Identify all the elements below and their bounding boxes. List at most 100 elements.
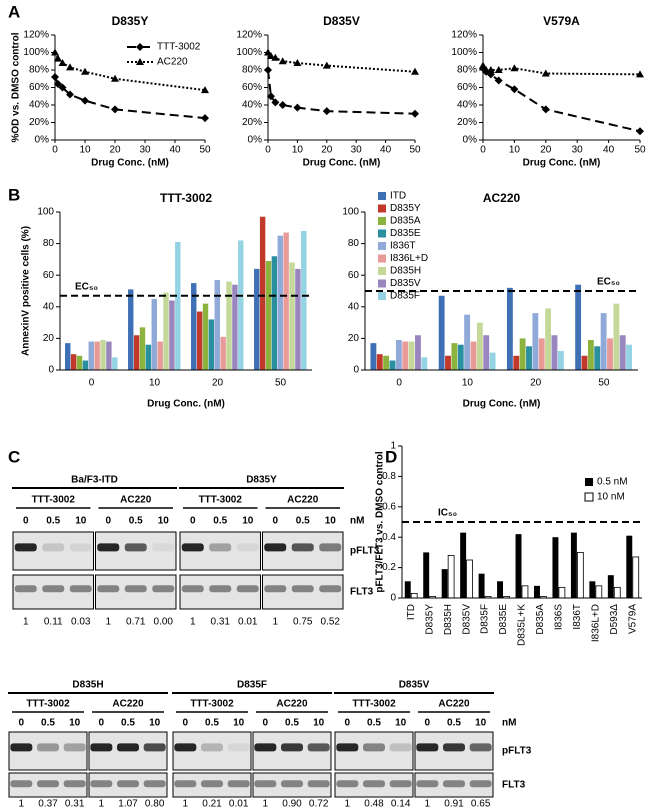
bar — [497, 581, 504, 598]
quantification: 1.07 — [118, 799, 138, 810]
legend-label: D835F — [390, 291, 420, 302]
band — [124, 543, 147, 552]
band — [336, 780, 359, 788]
band — [236, 585, 259, 593]
band — [291, 585, 314, 593]
point — [510, 64, 519, 72]
bar — [441, 569, 448, 598]
point — [322, 61, 331, 69]
bar — [238, 240, 244, 370]
legend-label: 0.5 nM — [597, 477, 628, 488]
quantification: 1 — [272, 617, 278, 628]
legend-swatch — [378, 242, 386, 250]
x-tick-label: D835E — [498, 604, 509, 635]
bar — [589, 581, 596, 598]
threshold-label: IC₅₀ — [438, 508, 457, 519]
lane-label: 0 — [345, 718, 351, 729]
series-line — [482, 67, 641, 133]
band — [254, 743, 277, 752]
x-tick-label: 30 — [572, 145, 584, 156]
band — [201, 780, 223, 788]
x-tick-label: I836T — [572, 604, 583, 630]
bar — [283, 232, 289, 370]
chart-title: D835V — [323, 14, 360, 28]
band — [90, 743, 113, 752]
lane-label: 10 — [233, 718, 245, 729]
y-axis-label: pFLT3/FLT3 vs. DMSO control — [375, 451, 386, 593]
bar — [534, 585, 540, 598]
bar — [65, 343, 71, 370]
quantification: 0.31 — [211, 617, 231, 628]
lane-label: 0.5 — [41, 718, 55, 729]
y-tick-label: 20% — [457, 117, 477, 128]
band — [124, 585, 147, 593]
point — [278, 101, 287, 109]
legend-label: ITD — [390, 191, 406, 202]
y-tick-label: 60 — [43, 270, 55, 281]
legend-swatch — [378, 204, 386, 213]
quantification: 0.11 — [44, 617, 63, 628]
y-tick-label: 0% — [463, 135, 478, 146]
band — [281, 743, 303, 752]
x-tick-label: D835Y — [424, 604, 435, 635]
drug-label: AC220 — [112, 699, 144, 710]
band — [69, 543, 92, 552]
bar — [415, 335, 421, 370]
bar — [402, 341, 409, 370]
legend-label: D835V — [390, 278, 421, 289]
band — [37, 743, 59, 752]
bar — [447, 555, 455, 599]
band — [63, 780, 86, 788]
band — [227, 780, 250, 788]
bar — [594, 346, 601, 370]
lane-label: 0 — [19, 718, 25, 729]
chart-title: V579A — [543, 14, 580, 28]
legend-marker — [136, 43, 144, 51]
x-tick-label: 10 — [509, 145, 521, 156]
x-tick-label: 50 — [199, 145, 211, 156]
x-axis-label: Drug Conc. (nM) — [91, 158, 169, 169]
bar — [470, 341, 477, 370]
x-axis-label: Drug Conc. (nM) — [147, 399, 225, 410]
y-tick-label: 80 — [43, 238, 55, 249]
unit-label: nM — [502, 718, 516, 729]
drug-label: TTT-3002 — [199, 495, 243, 506]
bar — [519, 338, 526, 370]
band — [10, 743, 33, 752]
band — [174, 780, 197, 788]
point — [54, 54, 62, 62]
x-tick-label: ITD — [406, 604, 417, 620]
quantification: 1 — [190, 617, 196, 628]
bar — [545, 308, 552, 370]
bar — [607, 338, 613, 370]
bar — [423, 552, 430, 598]
series-line — [267, 51, 416, 73]
x-tick-label: D835V — [461, 604, 472, 635]
row-label: pFLT3 — [502, 746, 532, 757]
y-tick-label: 100% — [23, 47, 49, 58]
band — [389, 780, 412, 788]
bar — [151, 298, 157, 370]
quantification: 0.90 — [282, 799, 302, 810]
legend-label: 10 nM — [597, 492, 625, 503]
bar — [289, 262, 295, 370]
point — [266, 52, 275, 59]
bar — [169, 300, 175, 370]
legend-label: D835A — [390, 216, 421, 227]
x-axis-label: Drug Conc. (nM) — [523, 158, 601, 169]
quantification: 1 — [23, 617, 29, 628]
quantification: 0.52 — [321, 617, 341, 628]
lane-label: 0.5 — [205, 718, 219, 729]
legend-swatch — [378, 279, 386, 288]
legend-label: D835Y — [390, 203, 421, 214]
band — [227, 743, 250, 752]
quantification: 0.01 — [238, 617, 258, 628]
row-label: FLT3 — [502, 780, 526, 791]
quantification: 0.31 — [65, 799, 85, 810]
band — [363, 780, 385, 788]
band — [14, 543, 37, 552]
point — [264, 66, 272, 74]
bar — [157, 341, 163, 370]
band — [152, 585, 175, 593]
threshold-label: EC₅₀ — [75, 281, 98, 292]
